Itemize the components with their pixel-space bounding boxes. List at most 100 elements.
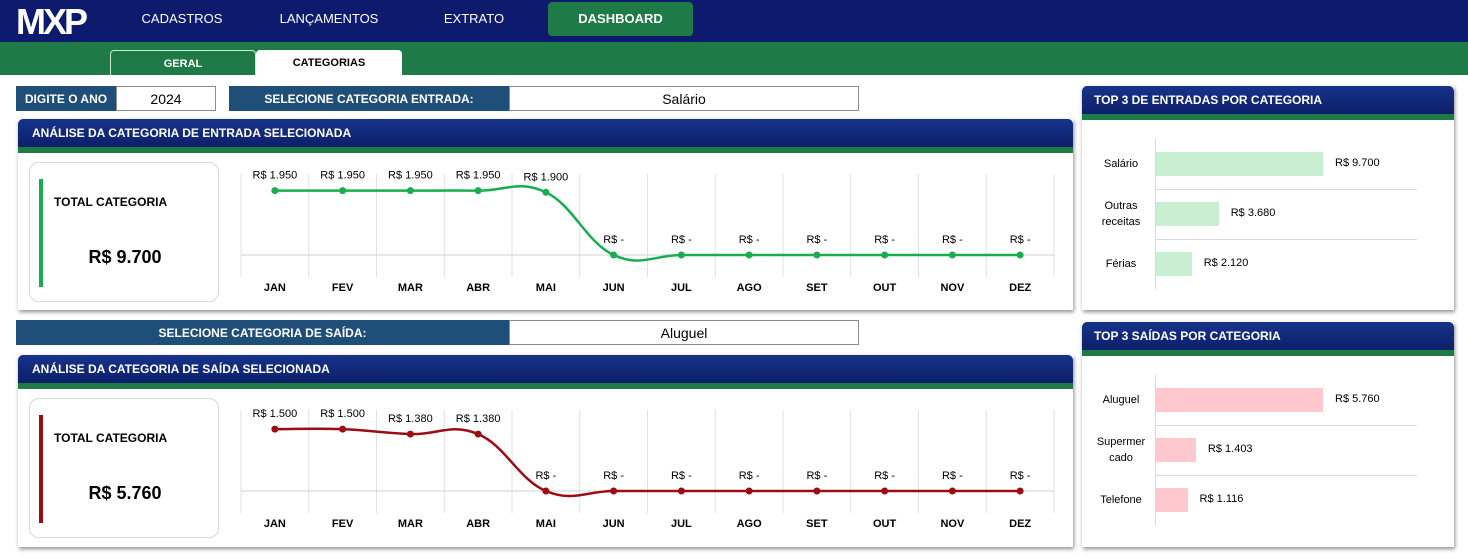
income-data-label-jan: R$ 1.950 <box>253 170 298 182</box>
expense-total-card: TOTAL CATEGORIA R$ 5.760 <box>29 398 219 538</box>
top-expense-axis-line <box>1155 375 1156 525</box>
top-expense-category-label-line: Aluguel <box>1102 394 1140 406</box>
expense-point-jan <box>271 425 279 433</box>
expense-data-label-set: R$ - <box>806 470 827 482</box>
income-data-label-jun: R$ - <box>603 234 624 246</box>
expense-category-label: SELECIONE CATEGORIA DE SAÍDA: <box>16 320 509 345</box>
income-point-dez <box>1016 251 1024 259</box>
expense-point-mar <box>406 430 414 438</box>
income-category-label: SELECIONE CATEGORIA ENTRADA: <box>229 86 509 111</box>
expense-point-out <box>881 487 889 495</box>
top-expense-category-label-line: cado <box>1109 452 1133 464</box>
expense-tick-mai: MAI <box>536 518 556 530</box>
expense-analysis-title: ANÁLISE DA CATEGORIA DE SAÍDA SELECIONAD… <box>18 355 1073 383</box>
income-data-label-fev: R$ 1.950 <box>320 170 365 182</box>
income-data-label-mai: R$ 1.900 <box>524 171 569 183</box>
top-income-category-label: Férias <box>1086 256 1156 272</box>
expense-data-label-nov: R$ - <box>942 470 963 482</box>
top-expense-bar-value: R$ 1.116 <box>1199 493 1244 505</box>
income-point-nov <box>948 251 956 259</box>
expense-data-label-fev: R$ 1.500 <box>320 408 365 420</box>
top-expense-row-separator <box>1155 425 1417 426</box>
income-point-set <box>813 251 821 259</box>
expense-tick-ago: AGO <box>737 518 763 530</box>
expense-tick-fev: FEV <box>332 518 354 530</box>
expense-tick-nov: NOV <box>940 518 965 530</box>
income-data-label-mar: R$ 1.950 <box>388 170 433 182</box>
top-expense-title: TOP 3 SAÍDAS POR CATEGORIA <box>1082 322 1454 350</box>
expense-data-label-jul: R$ - <box>671 470 692 482</box>
expense-point-mai <box>542 487 550 495</box>
income-data-label-jul: R$ - <box>671 234 692 246</box>
top-expense-bar <box>1155 488 1188 512</box>
income-tick-fev: FEV <box>332 282 354 294</box>
expense-data-label-abr: R$ 1.380 <box>456 413 501 425</box>
top-income-bar <box>1155 252 1192 276</box>
top-income-category-label: Outras receitas <box>1086 198 1156 230</box>
income-total-label: TOTAL CATEGORIA <box>54 195 168 209</box>
top-expense-category-label: Aluguel <box>1086 392 1156 408</box>
income-tick-mar: MAR <box>398 282 423 294</box>
income-tick-mai: MAI <box>536 282 556 294</box>
expense-point-set <box>813 487 821 495</box>
top-expense-bar <box>1155 388 1323 412</box>
nav-extrato[interactable]: EXTRATO <box>443 11 505 26</box>
top-income-bar <box>1155 202 1219 226</box>
nav-cadastros[interactable]: CADASTROS <box>141 11 223 26</box>
income-point-out <box>881 251 889 259</box>
year-input[interactable]: 2024 <box>116 86 216 111</box>
expense-point-fev <box>339 425 347 433</box>
top-income-bar <box>1155 152 1323 176</box>
top-income-bar-value: R$ 9.700 <box>1335 157 1380 169</box>
year-label: DIGITE O ANO <box>16 86 116 111</box>
top-income-category-label: Salário <box>1086 156 1156 172</box>
top-income-category-label-line: receitas <box>1101 216 1141 228</box>
top-income-category-label-line: Outras <box>1104 200 1138 212</box>
income-total-value: R$ 9.700 <box>88 247 162 267</box>
income-analysis-title: ANÁLISE DA CATEGORIA DE ENTRADA SELECION… <box>18 119 1073 147</box>
expense-tick-abr: ABR <box>466 518 490 530</box>
top-expense-row-separator <box>1155 475 1417 476</box>
income-data-label-dez: R$ - <box>1010 234 1031 246</box>
income-tick-set: SET <box>806 282 828 294</box>
top-expense-panel: TOP 3 SAÍDAS POR CATEGORIA Aluguel R$ 5.7… <box>1082 322 1454 547</box>
expense-data-label-mar: R$ 1.380 <box>388 413 433 425</box>
income-tick-jul: JUL <box>671 282 692 294</box>
top-income-bar-value: R$ 3.680 <box>1230 207 1276 219</box>
expense-data-label-ago: R$ - <box>739 470 760 482</box>
top-navbar: MXP CADASTROS LANÇAMENTOS EXTRATO DASHBO… <box>0 0 1468 42</box>
expense-category-select[interactable]: Aluguel <box>509 320 859 345</box>
expense-tick-set: SET <box>806 518 828 530</box>
top-income-title: TOP 3 DE ENTRADAS POR CATEGORIA <box>1082 86 1454 114</box>
nav-dashboard[interactable]: DASHBOARD <box>548 2 693 36</box>
income-category-select[interactable]: Salário <box>509 86 859 111</box>
income-data-label-nov: R$ - <box>942 234 963 246</box>
expense-tick-out: OUT <box>873 518 897 530</box>
income-point-jun <box>610 251 618 259</box>
income-tick-ago: AGO <box>737 282 763 294</box>
expense-point-ago <box>745 487 753 495</box>
expense-point-dez <box>1016 487 1024 495</box>
nav-lancamentos[interactable]: LANÇAMENTOS <box>279 11 379 26</box>
tab-geral[interactable]: GERAL <box>110 50 256 75</box>
income-point-jul <box>677 251 685 259</box>
income-tick-nov: NOV <box>940 282 965 294</box>
expense-line-chart: R$ 1.500 JAN R$ 1.500 FEV R$ 1.380 MAR R$ 1.38… <box>240 408 1055 530</box>
tab-categorias[interactable]: CATEGORIAS <box>256 50 402 75</box>
top-income-bar-value: R$ 2.120 <box>1203 257 1249 269</box>
top-income-axis-line <box>1155 139 1156 289</box>
expense-total-value: R$ 5.760 <box>88 483 162 503</box>
top-expense-bar <box>1155 438 1196 462</box>
expense-series-line <box>274 427 1021 498</box>
expense-tick-dez: DEZ <box>1009 518 1031 530</box>
income-data-label-ago: R$ - <box>739 234 760 246</box>
income-tick-out: OUT <box>873 282 897 294</box>
top-expense-bar-value: R$ 1.403 <box>1207 443 1253 455</box>
income-data-label-abr: R$ 1.950 <box>456 170 501 182</box>
income-tick-abr: ABR <box>466 282 490 294</box>
top-expense-bar-value: R$ 5.760 <box>1335 393 1380 405</box>
expense-data-label-dez: R$ - <box>1010 470 1031 482</box>
income-point-ago <box>745 251 753 259</box>
top-expense-category-label: Supermer cado <box>1086 434 1156 466</box>
expense-tick-jun: JUN <box>603 518 625 530</box>
